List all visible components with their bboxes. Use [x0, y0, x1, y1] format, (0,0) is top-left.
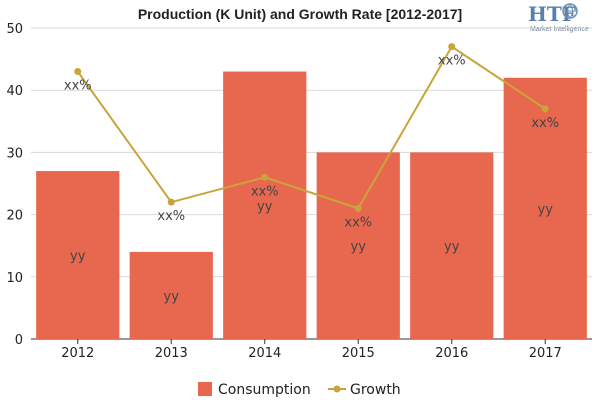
bar-2012: [36, 171, 120, 339]
globe-icon: [562, 3, 578, 19]
growth-point-2016: [448, 43, 456, 51]
bar-series: [36, 71, 587, 339]
line-data-label: xx%: [531, 116, 559, 131]
x-axis: 2012 2013 2014 2015 2016 2017: [61, 339, 562, 361]
bar-data-label: yy: [164, 289, 180, 304]
bar-data-label: yy: [444, 240, 460, 255]
bar-2017: [503, 77, 587, 339]
growth-point-2014: [261, 173, 269, 181]
y-tick-label: 0: [15, 333, 23, 348]
chart-title: Production (K Unit) and Growth Rate [201…: [138, 6, 462, 22]
line-data-label: xx%: [157, 209, 185, 224]
legend-label-consumption: Consumption: [218, 382, 311, 398]
brand-logo: HTF Market Intelligence: [528, 2, 589, 33]
growth-point-2017: [541, 105, 549, 113]
line-data-label: xx%: [438, 54, 466, 69]
y-tick-label: 10: [6, 271, 23, 286]
bar-data-label: yy: [538, 202, 554, 217]
legend: Consumption Growth: [198, 382, 401, 398]
line-series: [74, 43, 549, 212]
bar-2016: [410, 152, 494, 339]
line-data-label: xx%: [344, 215, 372, 230]
y-tick-label: 40: [6, 84, 23, 99]
line-data-label: xx%: [251, 184, 279, 199]
growth-point-2012: [74, 68, 82, 76]
bar-2014: [223, 71, 307, 339]
line-data-labels: xx% xx% xx% xx% xx% xx%: [64, 54, 559, 231]
gridlines: [31, 27, 592, 340]
y-axis: 0 10 20 30 40 50: [6, 22, 23, 348]
x-tick-label: 2017: [529, 346, 562, 361]
bar-2015: [316, 152, 400, 339]
bar-2013: [129, 251, 213, 339]
y-tick-label: 20: [6, 209, 23, 224]
logo-subtext: Market Intelligence: [530, 26, 589, 33]
y-tick-label: 50: [6, 22, 23, 37]
x-tick-label: 2013: [155, 346, 188, 361]
bar-data-label: yy: [70, 249, 86, 264]
legend-swatch-consumption: [198, 382, 212, 396]
growth-point-2015: [354, 204, 362, 212]
x-tick-label: 2016: [435, 346, 468, 361]
bar-data-labels: yy yy yy yy yy yy: [70, 199, 553, 304]
growth-point-2013: [167, 198, 175, 206]
bar-data-label: yy: [351, 240, 367, 255]
x-tick-label: 2015: [342, 346, 375, 361]
x-tick-label: 2014: [248, 346, 281, 361]
y-tick-label: 30: [6, 146, 23, 161]
legend-swatch-growth-marker: [333, 385, 341, 393]
line-data-label: xx%: [64, 79, 92, 94]
bar-data-label: yy: [257, 199, 273, 214]
x-tick-label: 2012: [61, 346, 94, 361]
legend-label-growth: Growth: [350, 382, 401, 398]
growth-line: [76, 45, 546, 210]
